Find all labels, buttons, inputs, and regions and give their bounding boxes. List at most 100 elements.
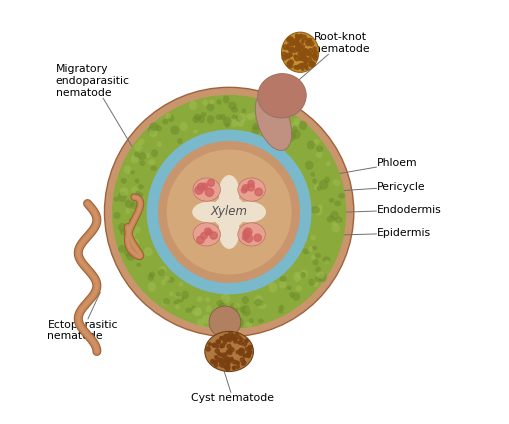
Circle shape xyxy=(301,68,304,70)
Circle shape xyxy=(303,57,307,61)
Circle shape xyxy=(229,336,232,340)
Ellipse shape xyxy=(130,243,136,249)
Circle shape xyxy=(306,40,310,44)
Circle shape xyxy=(303,52,307,56)
Ellipse shape xyxy=(315,253,321,258)
Circle shape xyxy=(211,359,214,363)
Circle shape xyxy=(221,344,224,348)
Ellipse shape xyxy=(311,206,320,214)
Circle shape xyxy=(283,45,288,50)
Circle shape xyxy=(245,339,248,342)
Ellipse shape xyxy=(300,270,308,279)
Ellipse shape xyxy=(177,138,183,144)
Circle shape xyxy=(212,195,246,229)
Ellipse shape xyxy=(216,99,222,105)
Circle shape xyxy=(206,347,210,351)
Ellipse shape xyxy=(192,201,228,223)
Ellipse shape xyxy=(247,114,253,119)
Ellipse shape xyxy=(189,100,197,110)
Ellipse shape xyxy=(317,271,325,279)
Ellipse shape xyxy=(231,201,266,223)
Circle shape xyxy=(301,40,304,43)
Circle shape xyxy=(240,358,244,362)
Ellipse shape xyxy=(158,269,165,276)
Circle shape xyxy=(236,365,239,368)
Ellipse shape xyxy=(241,109,246,114)
Circle shape xyxy=(305,67,308,70)
Ellipse shape xyxy=(126,251,135,261)
Ellipse shape xyxy=(155,125,161,131)
Circle shape xyxy=(205,228,211,235)
Text: Ectoparasitic
nematode: Ectoparasitic nematode xyxy=(47,292,118,341)
Ellipse shape xyxy=(174,300,179,304)
Circle shape xyxy=(299,56,303,61)
Circle shape xyxy=(290,39,295,44)
Ellipse shape xyxy=(256,92,292,151)
Circle shape xyxy=(301,63,304,67)
Ellipse shape xyxy=(296,285,302,292)
Ellipse shape xyxy=(323,256,330,263)
Ellipse shape xyxy=(230,303,239,313)
Circle shape xyxy=(298,36,301,39)
Circle shape xyxy=(287,62,292,67)
Ellipse shape xyxy=(324,176,330,183)
Ellipse shape xyxy=(219,318,224,324)
Ellipse shape xyxy=(207,115,214,124)
Ellipse shape xyxy=(138,138,145,145)
Ellipse shape xyxy=(151,165,157,171)
Ellipse shape xyxy=(179,282,183,287)
Ellipse shape xyxy=(167,277,175,283)
Circle shape xyxy=(307,58,312,62)
Ellipse shape xyxy=(157,141,162,147)
Circle shape xyxy=(217,352,221,356)
Circle shape xyxy=(245,340,248,343)
Ellipse shape xyxy=(121,178,127,184)
Ellipse shape xyxy=(136,263,141,267)
Circle shape xyxy=(282,52,287,57)
Circle shape xyxy=(225,357,228,360)
Circle shape xyxy=(234,337,237,340)
Circle shape xyxy=(293,40,298,45)
Ellipse shape xyxy=(216,300,224,307)
Circle shape xyxy=(289,60,293,64)
Circle shape xyxy=(220,336,223,340)
Ellipse shape xyxy=(233,303,240,308)
Ellipse shape xyxy=(258,74,306,118)
Text: Phloem: Phloem xyxy=(318,159,418,177)
Ellipse shape xyxy=(131,206,136,211)
Ellipse shape xyxy=(242,296,249,304)
Ellipse shape xyxy=(318,204,323,209)
Circle shape xyxy=(208,343,211,346)
Circle shape xyxy=(309,53,312,57)
Ellipse shape xyxy=(314,207,323,215)
Ellipse shape xyxy=(312,279,319,287)
Circle shape xyxy=(242,361,246,364)
Ellipse shape xyxy=(225,123,230,128)
Circle shape xyxy=(230,357,233,360)
Circle shape xyxy=(309,42,314,46)
Ellipse shape xyxy=(316,145,324,152)
Ellipse shape xyxy=(329,198,334,203)
Circle shape xyxy=(288,53,292,57)
Ellipse shape xyxy=(219,175,240,210)
Ellipse shape xyxy=(134,152,139,157)
Circle shape xyxy=(298,52,301,55)
Ellipse shape xyxy=(246,113,255,120)
Ellipse shape xyxy=(197,296,203,302)
Circle shape xyxy=(242,362,245,365)
Circle shape xyxy=(223,341,227,344)
Circle shape xyxy=(233,337,237,340)
Ellipse shape xyxy=(330,211,339,220)
Circle shape xyxy=(291,47,294,50)
Circle shape xyxy=(216,345,219,348)
Ellipse shape xyxy=(268,282,277,293)
Ellipse shape xyxy=(307,141,315,150)
Circle shape xyxy=(234,340,237,343)
Circle shape xyxy=(241,187,247,193)
Circle shape xyxy=(223,355,226,358)
Circle shape xyxy=(309,39,312,42)
Circle shape xyxy=(295,34,298,37)
Circle shape xyxy=(215,356,217,358)
Ellipse shape xyxy=(206,305,212,312)
Circle shape xyxy=(298,64,303,68)
